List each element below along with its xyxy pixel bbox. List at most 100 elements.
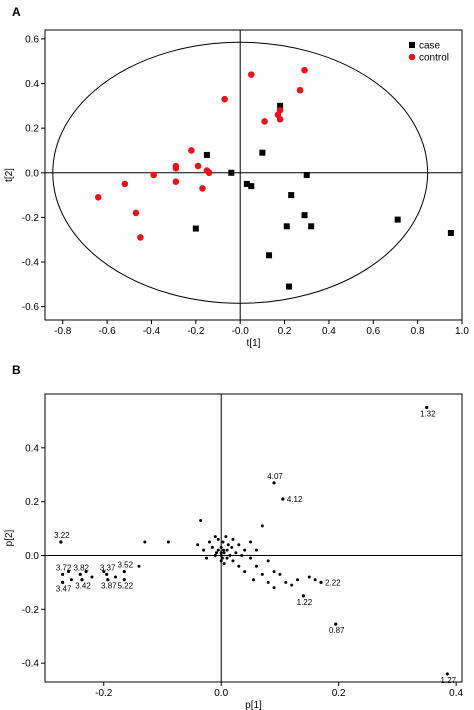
point-control [301,66,308,74]
plot-frame [44,393,463,683]
loading-point [213,553,217,557]
labeled-point [122,570,126,574]
y-tick-label: 0.4 [25,443,39,454]
point-label: 2.22 [325,578,341,587]
x-tick-label: -0.6 [98,326,116,337]
point-control [121,180,129,188]
x-axis-title: p[1] [245,700,262,710]
point-label: 0.87 [329,626,345,635]
loading-point [249,556,253,560]
y-tick-label: 0.2 [25,497,39,508]
loading-point [199,519,203,523]
point-label: 4.12 [287,495,303,504]
loading-point [213,535,217,539]
loading-point [69,578,73,582]
point-control [150,171,157,179]
x-tick-label: 0.8 [411,326,425,337]
plot-content [45,30,462,320]
point-case [447,230,454,236]
loading-point [249,540,253,544]
point-label: 3.72 [56,563,72,572]
loading-point [219,551,223,555]
point-case [248,183,255,190]
x-tick-label: -0.2 [187,326,205,337]
point-case [283,223,290,230]
point-label: 3.42 [75,582,91,591]
labeled-point [334,622,338,626]
point-label: 3.82 [73,563,89,572]
labeled-point [319,580,323,585]
x-tick-label: -0.4 [143,326,161,337]
labeled-point [59,540,63,544]
loading-point [278,572,282,576]
loading-point [284,580,288,584]
labeled-point [105,572,109,576]
point-case [266,252,273,259]
y-tick-label: 0.4 [25,79,39,90]
point-case [192,225,199,232]
loading-point [219,545,223,549]
loading-point [222,548,226,552]
loading-point [137,564,141,568]
point-case [277,102,284,109]
point-case [303,172,310,178]
loading-point [313,578,317,582]
labeled-point [281,497,285,501]
legend-marker-case [409,42,415,48]
point-case [308,223,315,230]
y-tick-label: -0.4 [22,659,40,670]
point-label: 5.22 [117,582,133,591]
loading-point [252,578,255,582]
labeled-point [61,580,65,585]
point-control [261,118,268,125]
point-control [203,167,211,174]
point-control [194,162,202,170]
loading-point [216,537,220,541]
y-axis-title: t[2] [4,168,15,182]
loading-point [216,548,220,552]
loading-point [221,540,225,544]
loading-point [290,583,294,587]
point-label: 3.87 [101,582,117,591]
loading-point [230,545,234,549]
loading-point [210,545,214,549]
loading-point [143,540,147,544]
x-tick-label: 1.0 [455,326,469,337]
loading-point [228,553,232,557]
legend-marker-control [408,53,416,61]
labeled-point [78,572,82,576]
plot-frame [44,29,463,321]
y-tick-label: 0.0 [25,551,39,562]
labeled-point [61,572,65,576]
loading-point [225,556,229,560]
y-axis-title: p[2] [4,529,15,546]
point-control [276,107,284,114]
point-control [276,115,284,123]
loading-point [237,564,241,568]
point-control [188,147,195,154]
point-label: 3.47 [56,584,72,593]
point-label: 3.37 [100,563,116,572]
loading-point [214,551,218,555]
point-case [243,180,250,187]
loading-point [266,559,270,563]
legend-label-control: control [419,53,449,64]
y-tick-label: 0.2 [25,124,39,135]
labeled-point [301,594,306,598]
loading-point [243,548,247,552]
point-case [285,283,292,290]
x-tick-label: -0.8 [54,326,72,337]
loading-point [231,537,235,541]
x-tick-label: 0.2 [332,688,346,699]
loading-point [222,551,226,555]
loading-point [224,535,228,539]
loading-point [240,553,244,557]
labeled-point [80,578,84,582]
point-control [172,165,180,172]
point-control [296,86,304,94]
legend-label-case: case [419,41,441,52]
y-tick-label: -0.2 [22,213,40,224]
labeled-point [122,578,126,582]
point-label: 1.22 [297,598,313,607]
